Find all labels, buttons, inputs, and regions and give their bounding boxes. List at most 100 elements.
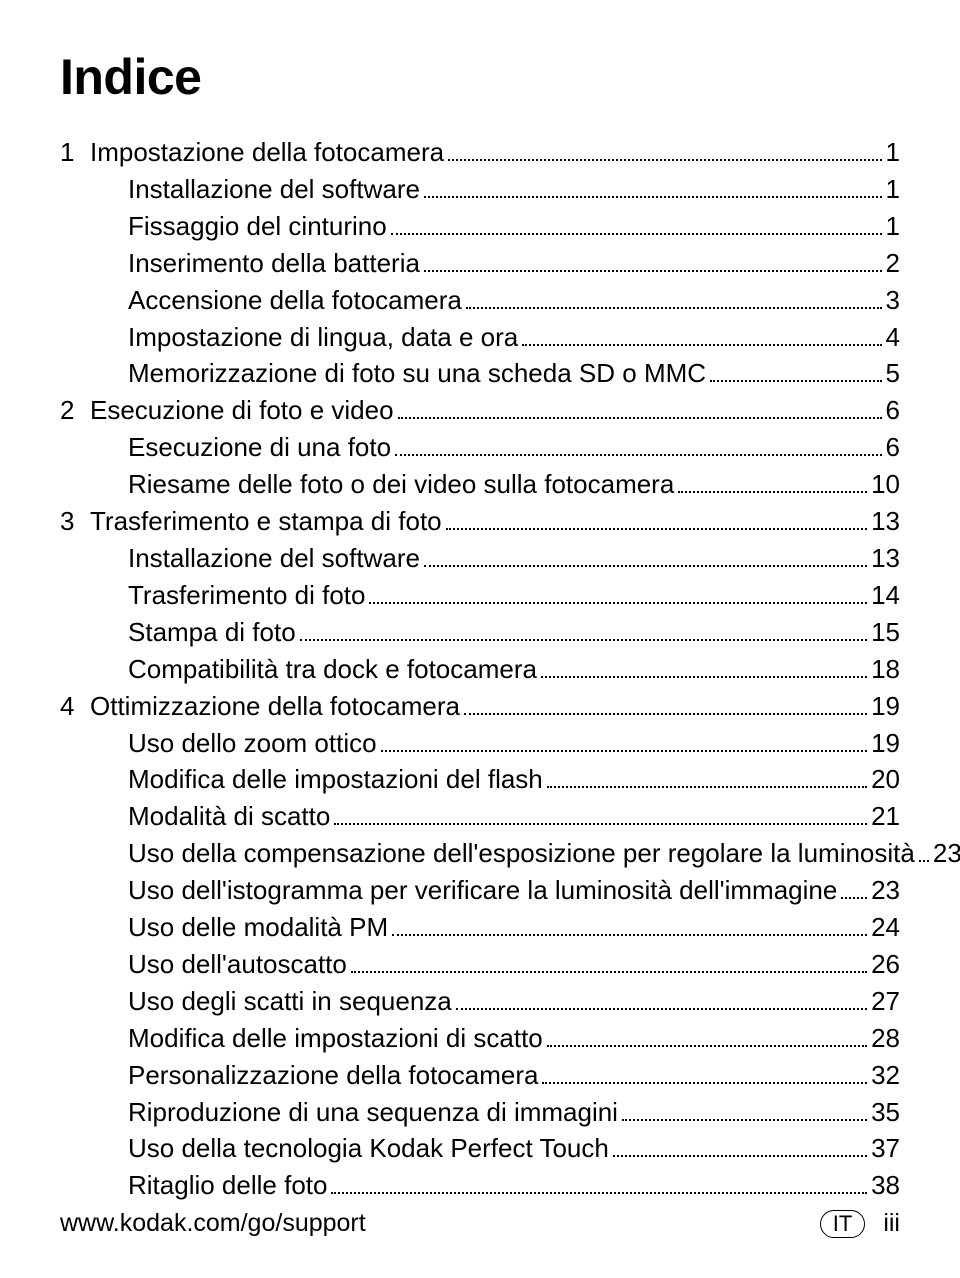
toc-leader-dots	[351, 971, 867, 973]
toc-entry-label: 1Impostazione della fotocamera	[60, 134, 444, 171]
toc-entry-page: 6	[886, 392, 900, 429]
toc-sub-entry: Uso degli scatti in sequenza 27	[60, 983, 900, 1020]
toc-leader-dots	[547, 786, 867, 788]
toc-sub-entry: Uso dello zoom ottico 19	[60, 725, 900, 762]
toc-entry-label: Installazione del software	[128, 171, 420, 208]
toc-sub-entry: Installazione del software1	[60, 171, 900, 208]
toc-entry-page: 23	[933, 835, 960, 872]
toc-entry-label: Accensione della fotocamera	[128, 282, 462, 319]
toc-entry-page: 18	[871, 651, 900, 688]
toc-entry-label: Riproduzione di una sequenza di immagini	[128, 1094, 618, 1131]
toc-leader-dots	[424, 270, 882, 272]
toc-leader-dots	[424, 196, 882, 198]
toc-entry-label: Memorizzazione di foto su una scheda SD …	[128, 355, 706, 392]
toc-leader-dots	[398, 417, 882, 419]
toc-entry-page: 24	[871, 909, 900, 946]
toc-entry-page: 23	[871, 872, 900, 909]
toc-entry-label: 4Ottimizzazione della fotocamera	[60, 688, 460, 725]
toc-entry-page: 19	[871, 688, 900, 725]
toc-sub-entry: Riproduzione di una sequenza di immagini…	[60, 1094, 900, 1131]
language-badge: IT	[820, 1210, 866, 1238]
toc-sub-entry: Compatibilità tra dock e fotocamera 18	[60, 651, 900, 688]
toc-leader-dots	[331, 1192, 867, 1194]
toc-chapter: 2Esecuzione di foto e video6	[60, 392, 900, 429]
toc-entry-label: Trasferimento di foto	[128, 577, 365, 614]
footer-url: www.kodak.com/go/support	[60, 1209, 366, 1238]
toc-entry-page: 32	[871, 1057, 900, 1094]
toc-entry-page: 2	[886, 245, 900, 282]
toc-entry-label: Modifica delle impostazioni di scatto	[128, 1020, 543, 1057]
toc-entry-page: 38	[871, 1167, 900, 1204]
toc-chapter: 4Ottimizzazione della fotocamera 19	[60, 688, 900, 725]
toc-entry-page: 28	[871, 1020, 900, 1057]
toc-chapter: 1Impostazione della fotocamera1	[60, 134, 900, 171]
toc-entry-label: Uso degli scatti in sequenza	[128, 983, 452, 1020]
toc-entry-page: 15	[871, 614, 900, 651]
toc-entry-label: Personalizzazione della fotocamera	[128, 1057, 538, 1094]
page-title: Indice	[60, 48, 900, 106]
toc-sub-entry: Uso delle modalità PM 24	[60, 909, 900, 946]
toc-leader-dots	[381, 750, 868, 752]
toc-entry-page: 35	[871, 1094, 900, 1131]
toc-entry-label: Uso delle modalità PM	[128, 909, 388, 946]
toc-entry-page: 37	[871, 1130, 900, 1167]
toc-entry-label: Compatibilità tra dock e fotocamera	[128, 651, 537, 688]
toc-entry-label: Modalità di scatto	[128, 798, 330, 835]
toc-entry-page: 1	[886, 208, 900, 245]
toc-leader-dots	[622, 1119, 867, 1121]
toc-entry-label: Uso della compensazione dell'esposizione…	[128, 835, 915, 872]
toc-chapter-number: 3	[60, 503, 90, 540]
toc-entry-page: 6	[886, 429, 900, 466]
toc-entry-page: 5	[886, 355, 900, 392]
toc-sub-entry: Uso dell'autoscatto26	[60, 946, 900, 983]
toc-entry-page: 20	[871, 761, 900, 798]
toc-leader-dots	[547, 1045, 867, 1047]
toc-sub-entry: Uso dell'istogramma per verificare la lu…	[60, 872, 900, 909]
toc-sub-entry: Uso della tecnologia Kodak Perfect Touch…	[60, 1130, 900, 1167]
toc-sub-entry: Trasferimento di foto 14	[60, 577, 900, 614]
toc-chapter: 3Trasferimento e stampa di foto13	[60, 503, 900, 540]
toc-sub-entry: Esecuzione di una foto6	[60, 429, 900, 466]
toc-entry-label: Uso dello zoom ottico	[128, 725, 377, 762]
toc-entry-label: Ritaglio delle foto	[128, 1167, 327, 1204]
toc-chapter-number: 4	[60, 688, 90, 725]
toc-entry-page: 4	[886, 319, 900, 356]
toc-sub-entry: Impostazione di lingua, data e ora4	[60, 319, 900, 356]
toc-leader-dots	[395, 454, 881, 456]
toc-leader-dots	[710, 380, 882, 382]
toc-leader-dots	[613, 1155, 867, 1157]
toc-entry-label: Uso dell'istogramma per verificare la lu…	[128, 872, 837, 909]
toc-entry-page: 14	[871, 577, 900, 614]
toc-entry-page: 13	[871, 540, 900, 577]
toc-entry-page: 1	[886, 134, 900, 171]
toc-sub-entry: Ritaglio delle foto 38	[60, 1167, 900, 1204]
toc-entry-label: Fissaggio del cinturino	[128, 208, 387, 245]
toc-sub-entry: Riesame delle foto o dei video sulla fot…	[60, 466, 900, 503]
toc-entry-page: 27	[871, 983, 900, 1020]
toc-sub-entry: Modifica delle impostazioni di scatto 28	[60, 1020, 900, 1057]
toc-entry-page: 21	[871, 798, 900, 835]
table-of-contents: 1Impostazione della fotocamera1Installaz…	[60, 134, 900, 1204]
toc-sub-entry: Stampa di foto15	[60, 614, 900, 651]
toc-leader-dots	[391, 233, 882, 235]
toc-leader-dots	[466, 307, 882, 309]
toc-leader-dots	[334, 823, 867, 825]
toc-chapter-number: 1	[60, 134, 90, 171]
toc-sub-entry: Installazione del software13	[60, 540, 900, 577]
toc-entry-label: 3Trasferimento e stampa di foto	[60, 503, 442, 540]
toc-leader-dots	[446, 528, 867, 530]
toc-entry-page: 10	[871, 466, 900, 503]
page-footer: www.kodak.com/go/support IT iii	[60, 1209, 900, 1238]
toc-entry-page: 19	[871, 725, 900, 762]
toc-sub-entry: Fissaggio del cinturino 1	[60, 208, 900, 245]
toc-entry-label: Inserimento della batteria	[128, 245, 420, 282]
toc-entry-label: Uso dell'autoscatto	[128, 946, 347, 983]
toc-leader-dots	[522, 344, 881, 346]
toc-entry-label: Uso della tecnologia Kodak Perfect Touch	[128, 1130, 609, 1167]
toc-sub-entry: Uso della compensazione dell'esposizione…	[60, 835, 900, 872]
toc-entry-page: 3	[886, 282, 900, 319]
toc-leader-dots	[456, 1008, 867, 1010]
toc-chapter-number: 2	[60, 392, 90, 429]
toc-sub-entry: Modifica delle impostazioni del flash20	[60, 761, 900, 798]
toc-leader-dots	[464, 713, 867, 715]
